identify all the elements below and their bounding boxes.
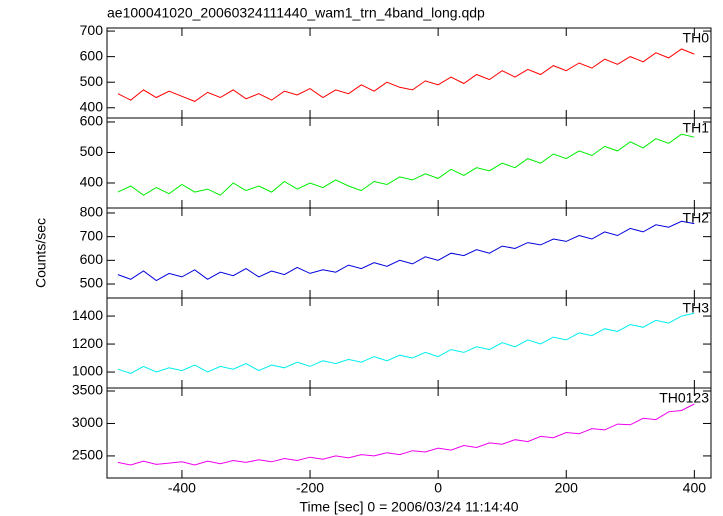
x-tick-label: 200 [555,480,579,496]
y-tick-label: 800 [80,204,104,220]
x-tick-label: -400 [168,480,196,496]
chart-title: ae100041020_20060324111440_wam1_trn_4ban… [107,5,485,21]
panel-frame [106,207,712,299]
panel-label: TH0 [683,30,710,46]
y-tick-label: 3500 [72,382,103,398]
x-tick-label: -200 [296,480,324,496]
y-tick-label: 400 [80,98,104,114]
y-tick-label: 700 [80,22,104,38]
y-tick-label: 600 [80,113,104,129]
panel-frame [106,387,712,479]
x-axis-label: Time [sec] 0 = 2006/03/24 11:14:40 [299,499,518,515]
y-tick-label: 3000 [72,414,103,430]
y-tick-label: 600 [80,47,104,63]
y-tick-label: 500 [80,275,104,291]
panel-label: TH2 [683,210,710,226]
x-tick-label: 0 [434,480,442,496]
panel-label: TH0123 [659,390,709,406]
panel-label: TH3 [683,300,710,316]
data-line [117,48,695,102]
panel-frame [106,117,712,209]
panel-label: TH1 [683,120,710,136]
data-line [117,220,695,282]
y-tick-label: 2500 [72,447,103,463]
y-tick-label: 700 [80,227,104,243]
panel-frame [106,297,712,389]
y-tick-label: 1400 [72,307,103,323]
panel-frame [106,27,712,119]
y-tick-label: 400 [80,174,104,190]
data-line [117,133,695,196]
data-line [117,403,695,466]
y-tick-label: 1000 [72,363,103,379]
data-line [117,312,695,374]
y-tick-label: 600 [80,251,104,267]
x-tick-label: 400 [683,480,707,496]
y-tick-label: 500 [80,143,104,159]
y-axis-label: Counts/sec [33,218,49,288]
y-tick-label: 500 [80,73,104,89]
y-tick-label: 1200 [72,335,103,351]
